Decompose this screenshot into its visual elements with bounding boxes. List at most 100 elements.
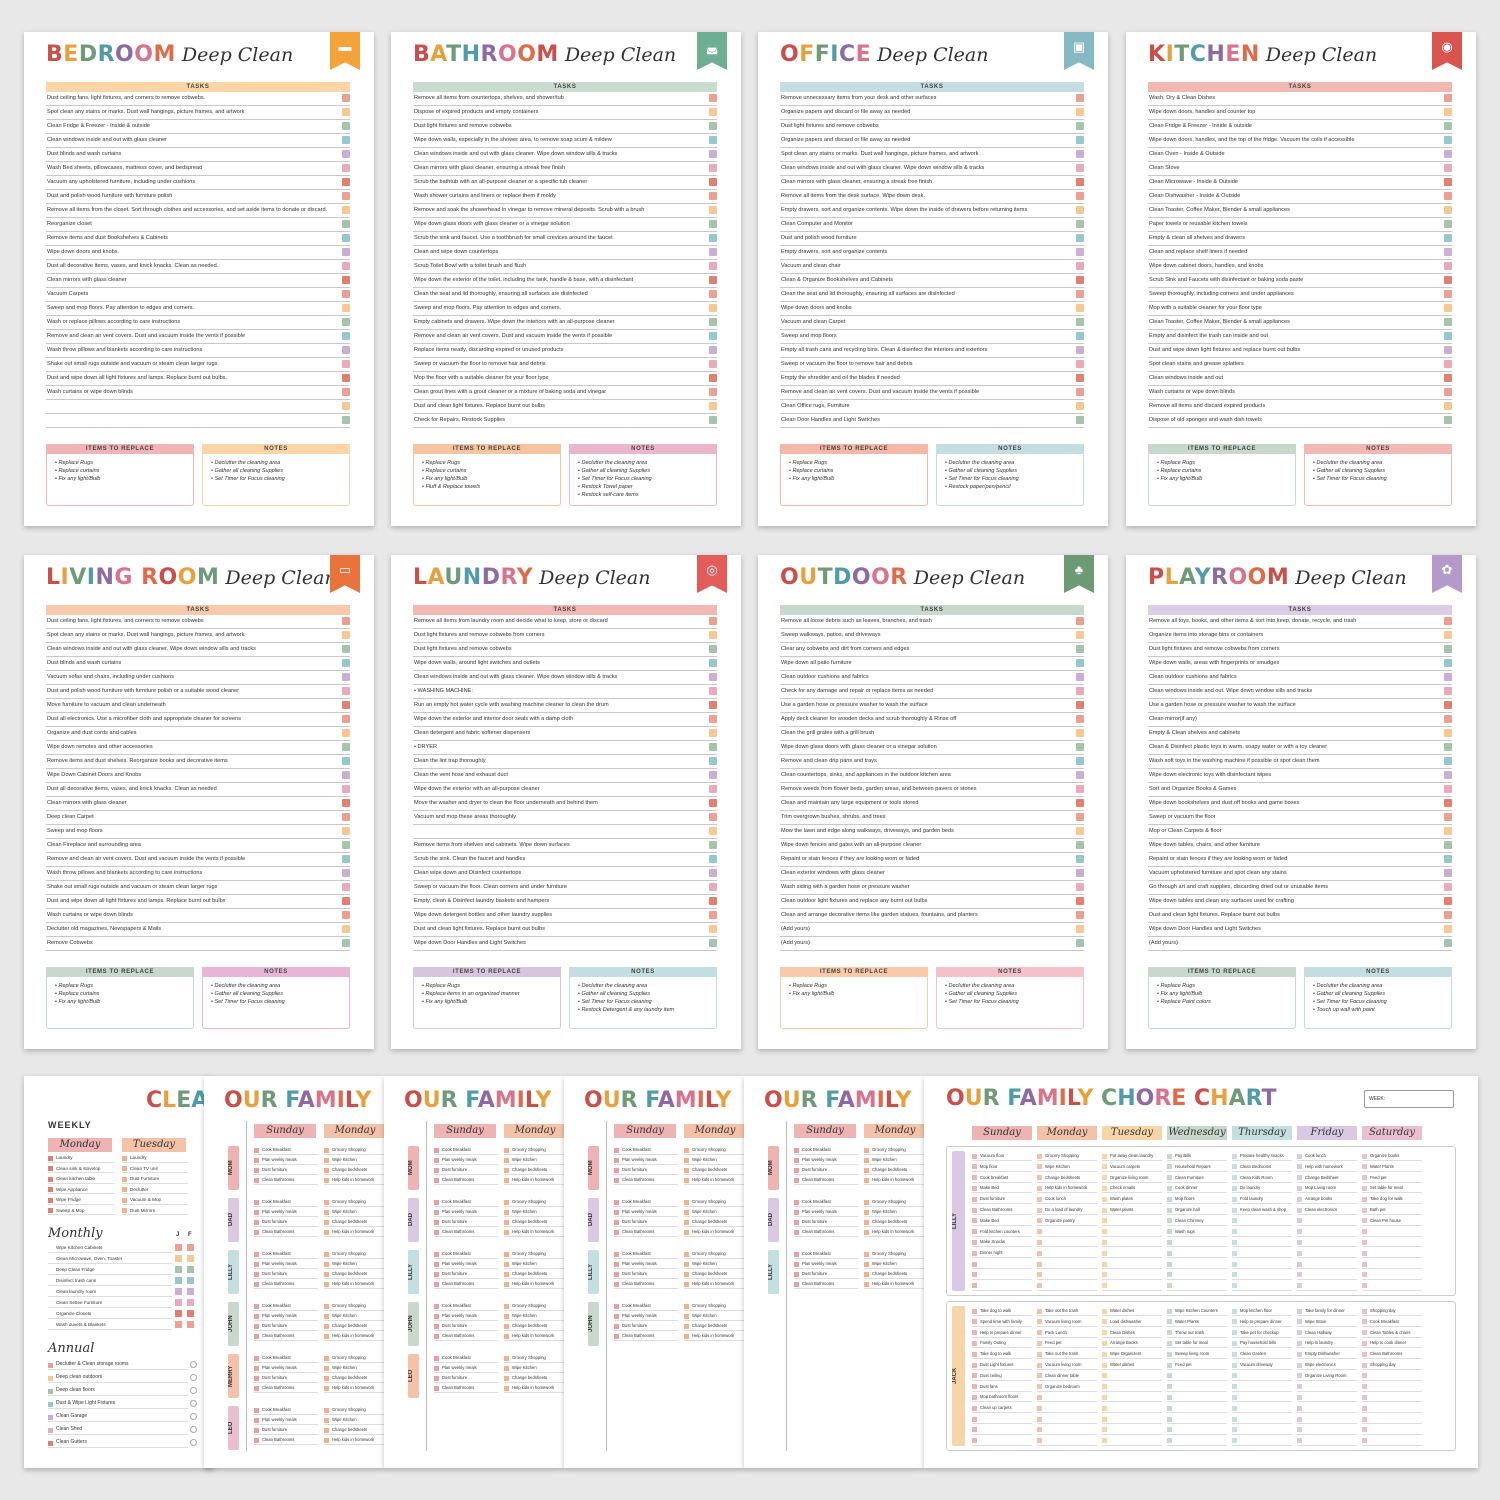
month-checkbox[interactable] [175, 1255, 182, 1262]
task-checkbox[interactable] [342, 374, 350, 382]
month-checkbox[interactable] [175, 1288, 182, 1295]
task-checkbox[interactable] [342, 108, 350, 116]
task-checkbox[interactable] [1444, 290, 1452, 298]
task-checkbox[interactable] [1444, 687, 1452, 695]
task-checkbox[interactable] [709, 911, 717, 919]
annual-circle-checkbox[interactable] [190, 1413, 197, 1420]
annual-circle-checkbox[interactable] [190, 1387, 197, 1394]
task-checkbox[interactable] [1076, 939, 1084, 947]
task-checkbox[interactable] [709, 729, 717, 737]
task-checkbox[interactable] [1444, 178, 1452, 186]
task-checkbox[interactable] [1076, 687, 1084, 695]
task-checkbox[interactable] [342, 276, 350, 284]
task-checkbox[interactable] [342, 234, 350, 242]
task-checkbox[interactable] [342, 206, 350, 214]
task-checkbox[interactable] [1444, 813, 1452, 821]
task-checkbox[interactable] [709, 206, 717, 214]
task-checkbox[interactable] [709, 785, 717, 793]
task-checkbox[interactable] [1076, 122, 1084, 130]
task-checkbox[interactable] [342, 150, 350, 158]
task-checkbox[interactable] [1444, 897, 1452, 905]
week-field[interactable]: WEEK: [1364, 1090, 1454, 1108]
task-checkbox[interactable] [1444, 220, 1452, 228]
task-checkbox[interactable] [1076, 743, 1084, 751]
task-checkbox[interactable] [1076, 883, 1084, 891]
task-checkbox[interactable] [1444, 799, 1452, 807]
task-checkbox[interactable] [1444, 701, 1452, 709]
task-checkbox[interactable] [1076, 318, 1084, 326]
task-checkbox[interactable] [709, 869, 717, 877]
task-checkbox[interactable] [1444, 925, 1452, 933]
task-checkbox[interactable] [709, 855, 717, 863]
task-checkbox[interactable] [342, 673, 350, 681]
task-checkbox[interactable] [1444, 416, 1452, 424]
task-checkbox[interactable] [1444, 150, 1452, 158]
task-checkbox[interactable] [1076, 206, 1084, 214]
task-checkbox[interactable] [709, 897, 717, 905]
task-checkbox[interactable] [342, 631, 350, 639]
task-checkbox[interactable] [1444, 360, 1452, 368]
task-checkbox[interactable] [709, 248, 717, 256]
month-checkbox[interactable] [175, 1299, 182, 1306]
month-checkbox[interactable] [187, 1299, 194, 1306]
task-checkbox[interactable] [342, 925, 350, 933]
task-checkbox[interactable] [1444, 841, 1452, 849]
month-checkbox[interactable] [187, 1321, 194, 1328]
task-checkbox[interactable] [342, 785, 350, 793]
task-checkbox[interactable] [1444, 729, 1452, 737]
task-checkbox[interactable] [1444, 122, 1452, 130]
task-checkbox[interactable] [1444, 402, 1452, 410]
task-checkbox[interactable] [709, 150, 717, 158]
task-checkbox[interactable] [1444, 108, 1452, 116]
task-checkbox[interactable] [342, 659, 350, 667]
task-checkbox[interactable] [1444, 192, 1452, 200]
task-checkbox[interactable] [342, 757, 350, 765]
annual-circle-checkbox[interactable] [190, 1400, 197, 1407]
task-checkbox[interactable] [342, 827, 350, 835]
task-checkbox[interactable] [342, 911, 350, 919]
task-checkbox[interactable] [1444, 136, 1452, 144]
task-checkbox[interactable] [1076, 673, 1084, 681]
task-checkbox[interactable] [709, 799, 717, 807]
task-checkbox[interactable] [1444, 94, 1452, 102]
task-checkbox[interactable] [709, 925, 717, 933]
task-checkbox[interactable] [1076, 617, 1084, 625]
task-checkbox[interactable] [1076, 164, 1084, 172]
task-checkbox[interactable] [342, 402, 350, 410]
task-checkbox[interactable] [709, 701, 717, 709]
task-checkbox[interactable] [1076, 897, 1084, 905]
task-checkbox[interactable] [1076, 108, 1084, 116]
task-checkbox[interactable] [1444, 374, 1452, 382]
task-checkbox[interactable] [709, 757, 717, 765]
task-checkbox[interactable] [709, 631, 717, 639]
task-checkbox[interactable] [1076, 911, 1084, 919]
task-checkbox[interactable] [709, 673, 717, 681]
task-checkbox[interactable] [1444, 388, 1452, 396]
task-checkbox[interactable] [1444, 631, 1452, 639]
task-checkbox[interactable] [342, 813, 350, 821]
task-checkbox[interactable] [342, 701, 350, 709]
task-checkbox[interactable] [709, 645, 717, 653]
task-checkbox[interactable] [709, 192, 717, 200]
task-checkbox[interactable] [709, 220, 717, 228]
task-checkbox[interactable] [342, 262, 350, 270]
task-checkbox[interactable] [1076, 192, 1084, 200]
task-checkbox[interactable] [709, 304, 717, 312]
task-checkbox[interactable] [342, 136, 350, 144]
task-checkbox[interactable] [1444, 659, 1452, 667]
task-checkbox[interactable] [1076, 178, 1084, 186]
task-checkbox[interactable] [1444, 262, 1452, 270]
task-checkbox[interactable] [709, 234, 717, 242]
task-checkbox[interactable] [709, 178, 717, 186]
task-checkbox[interactable] [1076, 659, 1084, 667]
task-checkbox[interactable] [1444, 757, 1452, 765]
month-checkbox[interactable] [187, 1310, 194, 1317]
task-checkbox[interactable] [342, 318, 350, 326]
task-checkbox[interactable] [1076, 360, 1084, 368]
task-checkbox[interactable] [342, 346, 350, 354]
task-checkbox[interactable] [1076, 220, 1084, 228]
month-checkbox[interactable] [175, 1266, 182, 1273]
task-checkbox[interactable] [1444, 617, 1452, 625]
task-checkbox[interactable] [1444, 869, 1452, 877]
task-checkbox[interactable] [1076, 827, 1084, 835]
